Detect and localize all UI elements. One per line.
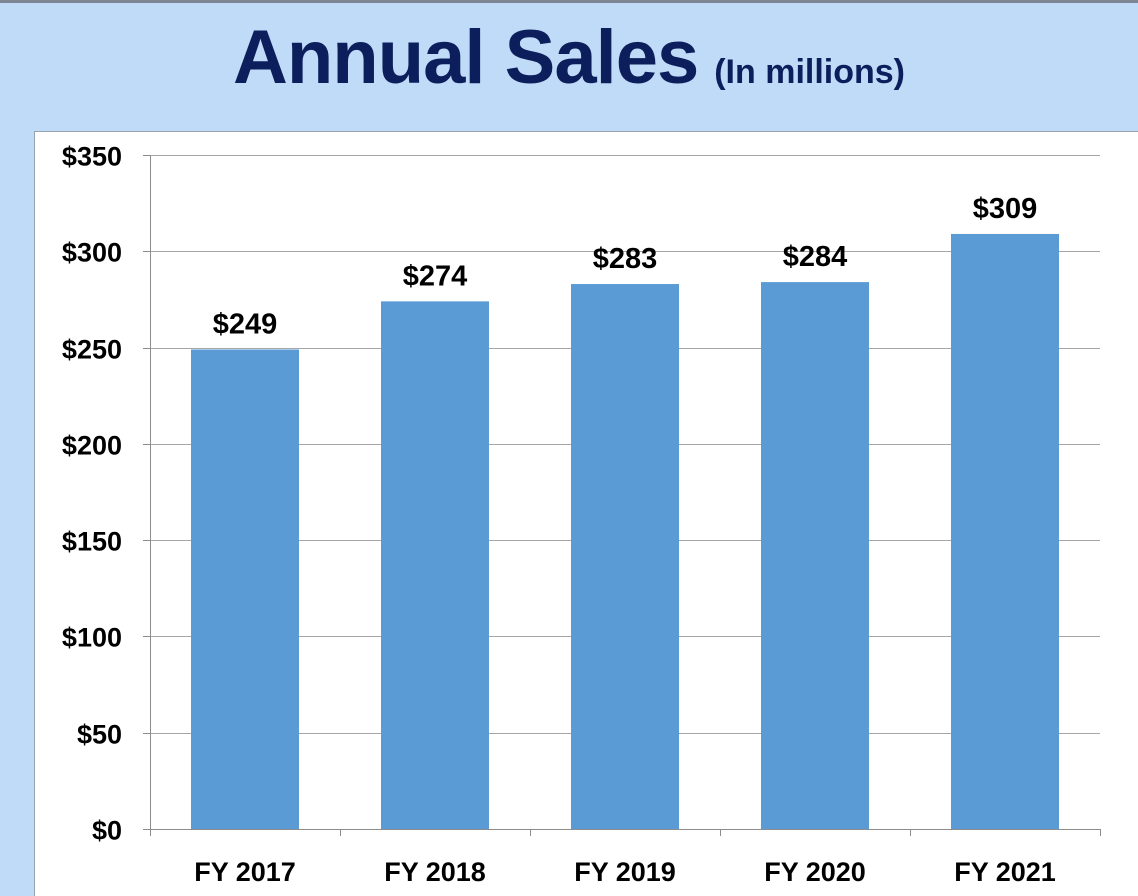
x-tick-label: FY 2021 [954,857,1056,887]
bars [191,233,1059,830]
y-tick-label: $100 [62,623,122,653]
bar [951,233,1059,829]
bar [571,284,679,830]
data-label: $274 [403,260,468,292]
y-tick-label: $350 [62,142,122,172]
y-tick-label: $200 [62,431,122,461]
data-label: $309 [973,193,1038,225]
x-tick-label: FY 2018 [384,857,486,887]
top-border [0,0,1138,3]
x-tick-label: FY 2019 [574,857,676,887]
chart-title-main: Annual Sales [232,15,699,100]
data-label: $283 [593,243,658,275]
bar [381,301,489,830]
bar [761,282,869,829]
y-tick-label: $150 [62,527,122,557]
chart-title: Annual Sales (In millions) [0,14,1138,101]
x-tick-label: FY 2017 [194,857,296,887]
labels: $0 $50 $100 $150 $200 $250 $300 $350 $249 FY 2017… [62,142,1056,888]
chart-title-units: (In millions) [714,53,906,91]
y-tick-label: $0 [92,816,122,846]
data-label: $249 [213,308,278,340]
data-label: $284 [783,241,848,273]
x-tick-label: FY 2020 [764,857,866,887]
y-tick-label: $300 [62,238,122,268]
bar [191,349,299,829]
y-tick-label: $250 [62,335,122,365]
y-tick-label: $50 [77,720,122,750]
axes [143,155,1101,836]
